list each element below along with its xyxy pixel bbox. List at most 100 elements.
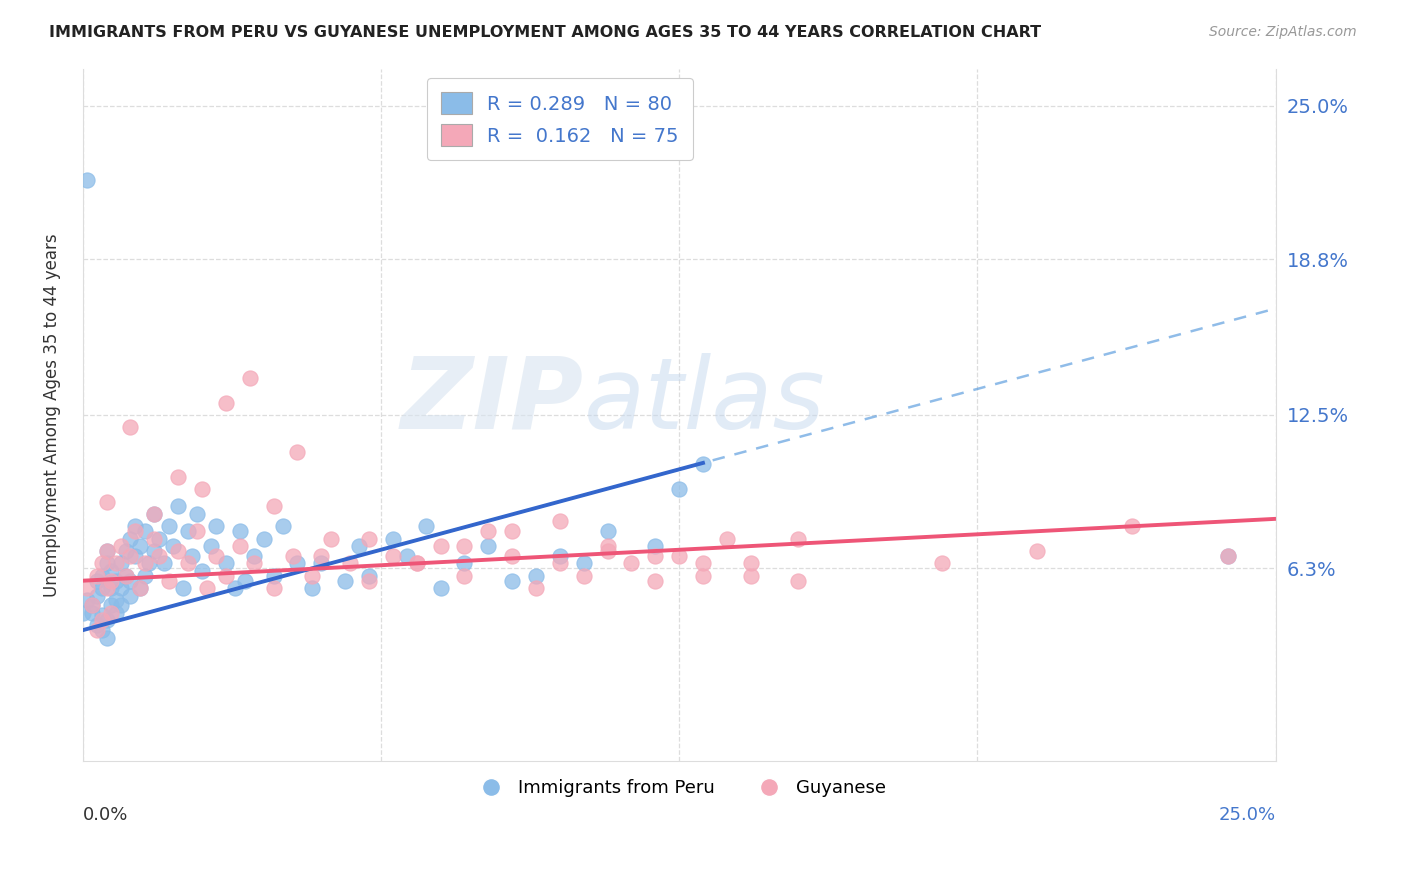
Point bbox=[287, 445, 309, 459]
Point bbox=[105, 574, 128, 588]
Point bbox=[740, 568, 762, 582]
Point bbox=[548, 557, 571, 571]
Point bbox=[100, 574, 122, 588]
Point bbox=[157, 574, 180, 588]
Point bbox=[692, 557, 714, 571]
Point bbox=[148, 532, 170, 546]
Point bbox=[96, 631, 118, 645]
Point bbox=[110, 599, 132, 613]
Point bbox=[100, 606, 122, 620]
Point bbox=[76, 173, 98, 187]
Point bbox=[453, 568, 475, 582]
Point bbox=[82, 606, 104, 620]
Point bbox=[477, 539, 499, 553]
Point bbox=[477, 524, 499, 539]
Point bbox=[195, 581, 218, 595]
Point bbox=[100, 581, 122, 595]
Point bbox=[339, 557, 361, 571]
Point bbox=[349, 539, 371, 553]
Point bbox=[429, 539, 451, 553]
Point bbox=[114, 544, 136, 558]
Point bbox=[271, 519, 294, 533]
Point bbox=[129, 581, 152, 595]
Point bbox=[134, 557, 156, 571]
Point bbox=[96, 557, 118, 571]
Legend: Immigrants from Peru, Guyanese: Immigrants from Peru, Guyanese bbox=[465, 772, 893, 805]
Point bbox=[787, 532, 810, 546]
Text: 25.0%: 25.0% bbox=[1219, 805, 1275, 824]
Point bbox=[96, 544, 118, 558]
Point bbox=[787, 574, 810, 588]
Point bbox=[357, 574, 380, 588]
Point bbox=[405, 557, 427, 571]
Point bbox=[224, 581, 246, 595]
Point bbox=[572, 568, 595, 582]
Point bbox=[453, 557, 475, 571]
Point bbox=[309, 549, 332, 563]
Point bbox=[186, 524, 208, 539]
Point bbox=[120, 420, 142, 434]
Point bbox=[1026, 544, 1049, 558]
Point bbox=[124, 524, 146, 539]
Point bbox=[124, 549, 146, 563]
Point bbox=[186, 507, 208, 521]
Point bbox=[120, 574, 142, 588]
Point bbox=[596, 544, 619, 558]
Text: Source: ZipAtlas.com: Source: ZipAtlas.com bbox=[1209, 25, 1357, 39]
Point bbox=[114, 568, 136, 582]
Point bbox=[120, 549, 142, 563]
Point bbox=[501, 524, 523, 539]
Point bbox=[301, 581, 323, 595]
Point bbox=[1121, 519, 1143, 533]
Point bbox=[740, 557, 762, 571]
Point bbox=[86, 618, 108, 632]
Text: ZIP: ZIP bbox=[401, 352, 583, 450]
Point bbox=[524, 568, 547, 582]
Text: 0.0%: 0.0% bbox=[83, 805, 128, 824]
Point bbox=[263, 500, 285, 514]
Point bbox=[572, 557, 595, 571]
Point bbox=[243, 557, 266, 571]
Point bbox=[82, 599, 104, 613]
Point bbox=[263, 568, 285, 582]
Point bbox=[716, 532, 738, 546]
Point bbox=[692, 568, 714, 582]
Point bbox=[124, 519, 146, 533]
Point bbox=[253, 532, 276, 546]
Point bbox=[96, 613, 118, 627]
Point bbox=[176, 524, 198, 539]
Point bbox=[205, 549, 228, 563]
Point bbox=[152, 557, 174, 571]
Point bbox=[76, 593, 98, 607]
Point bbox=[86, 589, 108, 603]
Point bbox=[167, 500, 190, 514]
Point bbox=[96, 581, 118, 595]
Point bbox=[143, 507, 166, 521]
Point bbox=[86, 568, 108, 582]
Point bbox=[596, 539, 619, 553]
Point bbox=[548, 514, 571, 528]
Point bbox=[281, 549, 304, 563]
Point bbox=[76, 581, 98, 595]
Point bbox=[162, 539, 184, 553]
Point bbox=[120, 589, 142, 603]
Point bbox=[72, 606, 94, 620]
Point bbox=[381, 532, 404, 546]
Point bbox=[110, 539, 132, 553]
Point bbox=[176, 557, 198, 571]
Point bbox=[644, 574, 666, 588]
Point bbox=[86, 574, 108, 588]
Point bbox=[396, 549, 419, 563]
Point bbox=[148, 549, 170, 563]
Point bbox=[668, 482, 690, 496]
Point bbox=[429, 581, 451, 595]
Point bbox=[191, 482, 214, 496]
Point bbox=[110, 581, 132, 595]
Point bbox=[129, 581, 152, 595]
Point bbox=[668, 549, 690, 563]
Point bbox=[200, 539, 222, 553]
Point bbox=[620, 557, 643, 571]
Point bbox=[548, 549, 571, 563]
Point bbox=[333, 574, 356, 588]
Point bbox=[90, 581, 112, 595]
